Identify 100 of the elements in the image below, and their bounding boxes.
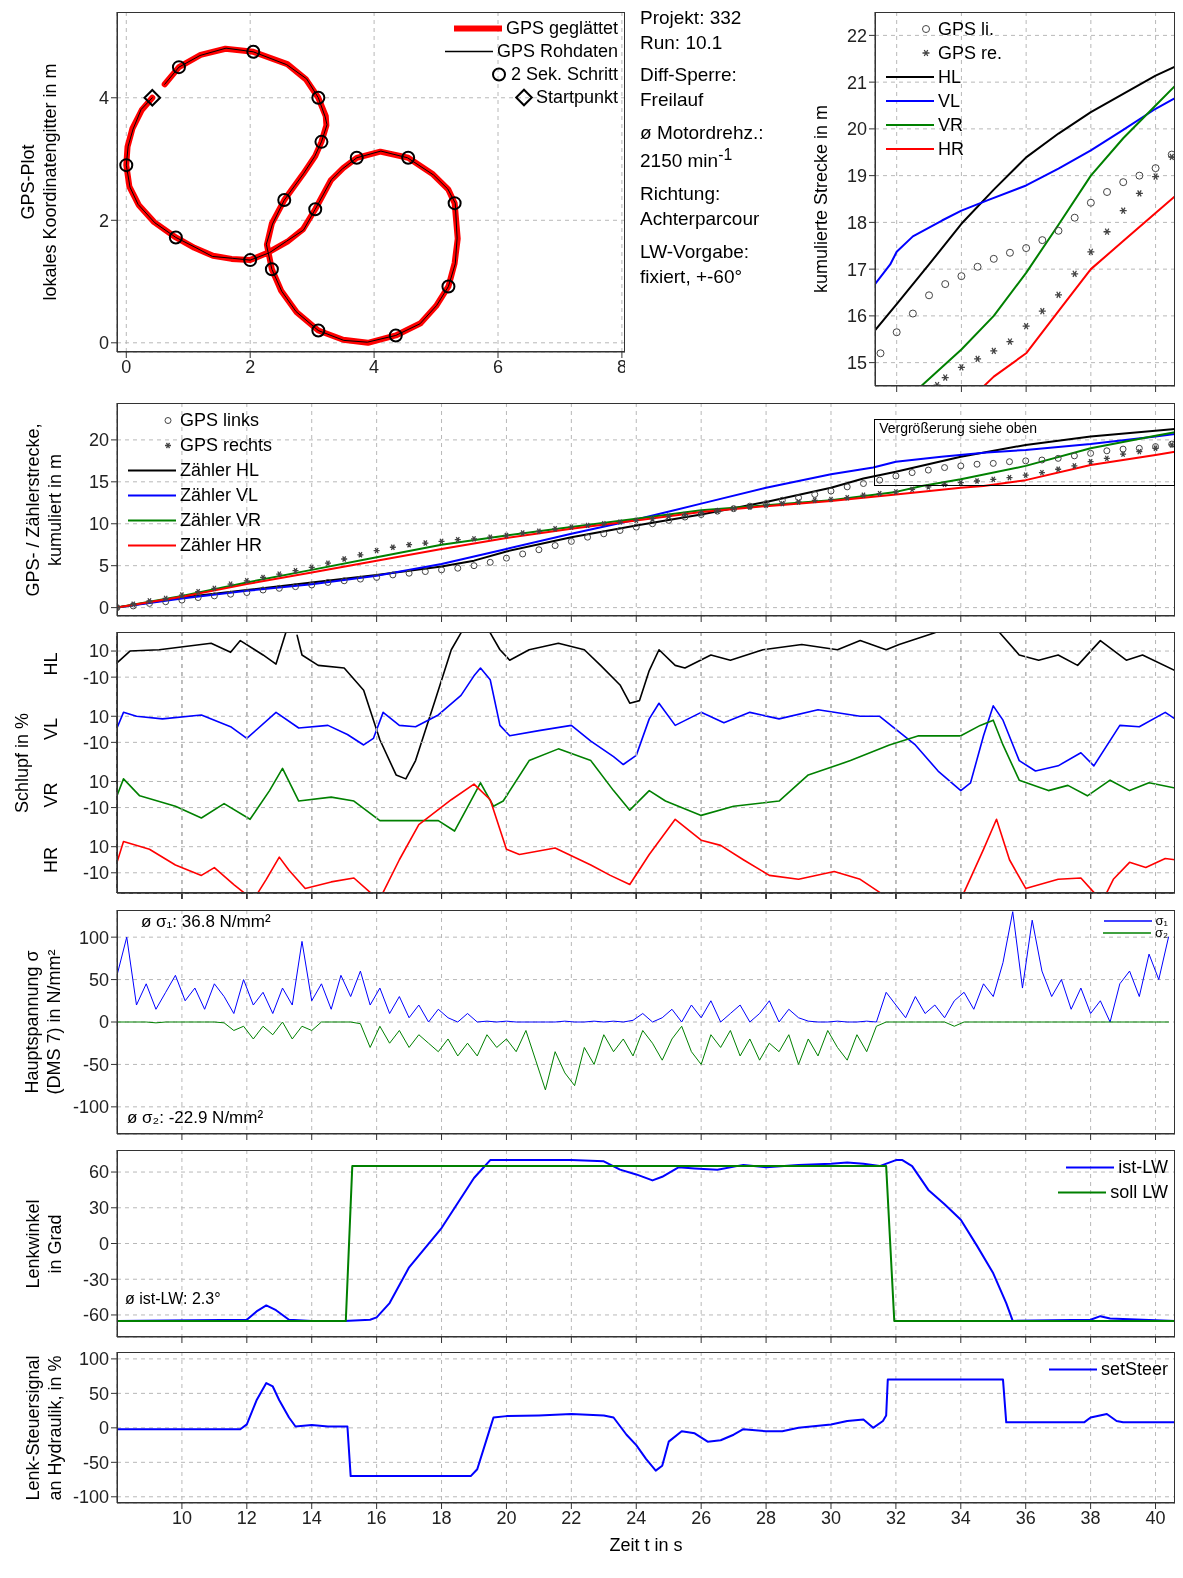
legend-label: soll LW (1110, 1181, 1168, 1204)
y-tick-label: 10 (88, 514, 109, 535)
y-axis-title: Lenk-Steuersignal an Hydraulik, in % (22, 1354, 66, 1501)
x-tick-label: 2 (245, 356, 256, 377)
legend-label: GPS re. (938, 42, 1003, 65)
y-tick-label: 19 (846, 166, 867, 187)
legend-label: Zähler HR (180, 534, 263, 557)
legend-label: Zähler HL (180, 459, 260, 482)
y-axis-title: VR (41, 782, 63, 808)
y-tick-label: 20 (88, 430, 109, 451)
y-tick-label: 10 (88, 837, 109, 858)
y-tick-label: 10 (88, 641, 109, 662)
y-tick-label: 22 (846, 25, 867, 46)
legend-label: GPS li. (938, 18, 995, 41)
legend-label: VL (938, 90, 961, 113)
y-tick-label: 16 (846, 306, 867, 327)
x-tick-label: 28 (756, 1507, 777, 1528)
x-tick-label: 12 (236, 1507, 257, 1528)
x-tick-label: 30 (820, 1507, 841, 1528)
legend-label: VR (938, 114, 964, 137)
legend-label: Startpunkt (535, 86, 618, 109)
y-tick-label: -10 (82, 797, 109, 818)
y-tick-label: 5 (98, 556, 109, 577)
y-tick-label: -50 (82, 1054, 109, 1075)
y-tick-label: 0 (98, 598, 109, 618)
y-tick-label: -100 (72, 1097, 109, 1118)
text: ø Motordrehz.: 2150 min$^{-1}$ (640, 120, 764, 174)
annotation: ø ist-LW: 2.3° (125, 1290, 221, 1309)
y-tick-label: 50 (88, 1383, 109, 1404)
y-tick-label: 50 (88, 969, 109, 990)
y-tick-label: 10 (88, 771, 109, 792)
y-tick-label: -30 (82, 1269, 109, 1290)
y-tick-label: 4 (98, 88, 109, 109)
legend-label: GPS geglättet (505, 17, 618, 40)
text: LW-Vorgabe: fixiert, +-60° (640, 239, 751, 289)
y-axis-title: VL (41, 718, 63, 741)
text: Diff-Sperre: Freilauf (640, 63, 738, 113)
y-tick-label: 15 (846, 353, 867, 374)
y-tick-label: 10 (88, 706, 109, 727)
y-tick-label: -10 (82, 863, 109, 884)
y-tick-label: 21 (846, 72, 867, 93)
y-tick-label: 0 (98, 333, 109, 354)
y-tick-label: -60 (82, 1305, 109, 1326)
legend-label: σ₁ (1155, 913, 1168, 928)
x-tick-label: 38 (1080, 1507, 1101, 1528)
y-tick-label: -50 (82, 1452, 109, 1473)
y-tick-label: 0 (98, 1233, 109, 1254)
x-tick-label: 32 (885, 1507, 906, 1528)
y-axis-title: HL (41, 652, 63, 676)
annotation: ø σ₁: 36.8 N/mm² (141, 912, 271, 932)
y-tick-label: 60 (88, 1162, 109, 1183)
y-tick-label: 30 (88, 1198, 109, 1219)
y-tick-label: -10 (82, 732, 109, 753)
x-tick-label: 4 (369, 356, 380, 377)
x-tick-label: 10 (171, 1507, 192, 1528)
x-tick-label: 24 (626, 1507, 647, 1528)
legend-label: ist-LW (1118, 1156, 1168, 1179)
text: Projekt: 332 Run: 10.1 (640, 6, 743, 55)
x-tick-label: 14 (301, 1507, 322, 1528)
legend-label: HR (938, 138, 964, 161)
x-tick-label: 22 (561, 1507, 582, 1528)
legend-label: Zähler VL (180, 484, 259, 507)
y-axis-title: HR (41, 846, 63, 873)
x-tick-label: 20 (496, 1507, 517, 1528)
y-axis-title: Hauptspannung σ (DMS 7) in N/mm² (22, 949, 65, 1095)
y-tick-label: 0 (98, 1418, 109, 1439)
x-tick-label: 26 (691, 1507, 712, 1528)
legend-label: HL (938, 66, 962, 89)
text: Richtung: Achterparcour (640, 182, 761, 232)
x-tick-label: 6 (492, 356, 504, 377)
y-tick-label: -10 (82, 667, 109, 688)
y-axis-title: Lenkwinkel in Grad (22, 1198, 65, 1289)
x-axis-title: Zeit t in s (608, 1535, 684, 1556)
legend-label: 2 Sek. Schritt (510, 63, 618, 86)
x-tick-label: 16 (366, 1507, 387, 1528)
y-tick-label: 17 (846, 259, 867, 280)
x-tick-label: 40 (1145, 1507, 1166, 1528)
text: Schlupf in % (11, 711, 33, 815)
y-axis-title: kumulierte Strecke in m (811, 104, 833, 294)
y-axis-title: GPS- / Zählerstrecke, kumuliert in m (22, 422, 65, 597)
y-tick-label: 0 (98, 1012, 109, 1033)
y-tick-label: 100 (78, 1349, 109, 1370)
y-tick-label: 2 (98, 210, 109, 231)
x-tick-label: 0 (121, 356, 132, 377)
legend-label: σ₂ (1154, 925, 1168, 940)
annotation: ø σ₂: -22.9 N/mm² (127, 1108, 264, 1128)
legend-label: GPS links (180, 409, 260, 432)
y-tick-label: 20 (846, 119, 867, 140)
y-axis-title: GPS-Plot lokales Koordinatengitter in m (18, 63, 61, 301)
x-tick-label: 36 (1015, 1507, 1036, 1528)
x-tick-label: 18 (431, 1507, 452, 1528)
y-tick-label: 100 (78, 927, 109, 948)
annotation: Vergrößerung siehe oben (879, 419, 1038, 436)
x-tick-label: 34 (950, 1507, 971, 1528)
y-tick-label: 15 (88, 472, 109, 493)
y-tick-label: -100 (72, 1487, 109, 1508)
legend-label: Zähler VR (180, 509, 262, 532)
legend-label: GPS rechts (180, 434, 273, 457)
legend-label: GPS Rohdaten (496, 40, 618, 63)
legend-label: setSteer (1100, 1358, 1168, 1381)
